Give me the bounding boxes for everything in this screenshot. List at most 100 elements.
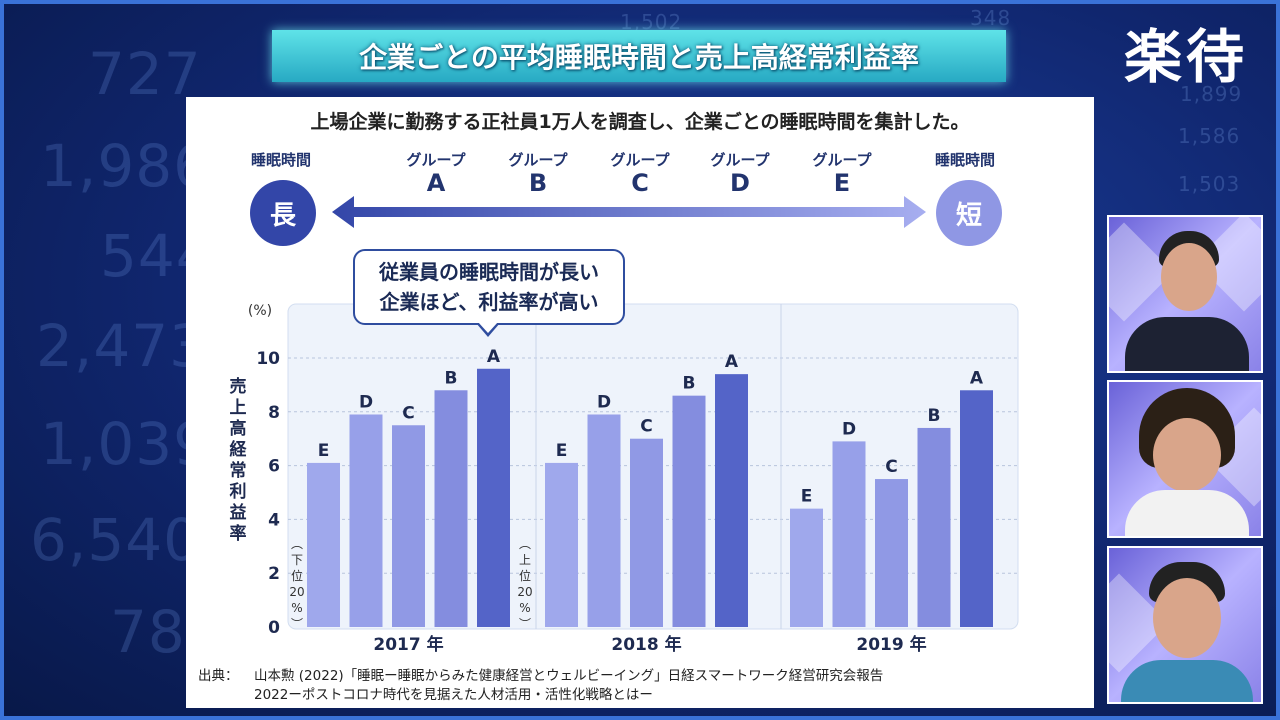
annotation-top-20: 位 (519, 568, 531, 583)
bar-label: A (970, 368, 984, 388)
bar-label: C (640, 417, 652, 437)
bar-d (832, 441, 866, 627)
x-tick-label: 2018 年 (611, 634, 681, 655)
bg-number: 6,540 (30, 506, 202, 574)
y-axis-label-char: 経 (230, 439, 248, 460)
annotation-bottom-20: 20 (289, 585, 304, 599)
bg-number: 2,473 (36, 312, 208, 380)
sleep-arrow (332, 196, 926, 228)
annotation-top-20: ︶ (519, 617, 531, 631)
callout-line-1: 従業員の睡眠時間が長い (379, 260, 599, 284)
y-tick-label: 4 (268, 510, 280, 530)
bg-number: 1,899 (1180, 82, 1243, 106)
sleep-short-badge: 短 (936, 180, 1002, 246)
y-axis-label-char: 利 (230, 481, 247, 502)
x-tick-label: 2019 年 (856, 634, 926, 655)
annotation-top-20: 20 (517, 585, 532, 599)
bar-label: E (318, 441, 330, 461)
y-axis-label-char: 上 (230, 398, 247, 418)
group-word-d: グループ (710, 151, 770, 169)
bar-c (392, 425, 425, 627)
bar-d (587, 414, 621, 627)
x-tick-label: 2017 年 (373, 634, 443, 655)
bar-e (790, 508, 823, 627)
group-word-a: グループ (406, 151, 466, 169)
annotation-bottom-20: 下 (291, 553, 303, 567)
bg-number: 1,039 (40, 410, 212, 478)
bar-a (477, 368, 510, 627)
y-axis-label-char: 益 (230, 502, 247, 523)
bar-label: D (842, 419, 856, 439)
bar-label: B (445, 368, 458, 388)
bar-label: C (885, 457, 897, 477)
annotation-bottom-20: 位 (291, 568, 303, 583)
y-tick-label: 8 (268, 403, 280, 423)
group-letter-e: E (833, 169, 851, 197)
group-letter-b: B (528, 169, 548, 197)
participant-video-1 (1107, 215, 1263, 373)
bar-a (960, 390, 993, 627)
bar-label: B (683, 374, 696, 394)
page-title: 企業ごとの平均睡眠時間と売上高経常利益率 (359, 41, 919, 74)
source-label: 出典： (198, 668, 239, 684)
bar-b (917, 427, 951, 627)
annotation-top-20: ︵ (519, 537, 531, 551)
bar-label: D (597, 392, 611, 412)
source-line-2: 2022ーポストコロナ時代を見据えた人材活用・活性化戦略とはー (254, 687, 653, 703)
annotation-bottom-20: ︵ (291, 537, 303, 551)
sleep-long-label: 睡眠時間 (250, 151, 311, 169)
y-tick-label: 0 (268, 618, 280, 638)
source-line-1: 山本勲 (2022)「睡眠ー睡眠からみた健康経営とウェルビーイング」日経スマート… (254, 668, 884, 684)
callout-box: 従業員の睡眠時間が長い 企業ほど、利益率が高い (353, 249, 625, 325)
chart-subtitle: 上場企業に勤務する正社員1万人を調査し、企業ごとの睡眠時間を集計した。 (310, 111, 970, 133)
bg-number: 1,986 (40, 132, 212, 200)
participant-video-2 (1107, 380, 1263, 538)
bar-label: B (928, 406, 941, 426)
sleep-long-badge: 長 (250, 180, 316, 246)
bar-label: C (402, 403, 414, 423)
callout-tail-fill (478, 322, 498, 333)
source-note: 出典： 山本勲 (2022)「睡眠ー睡眠からみた健康経営とウェルビーイング」日経ス… (198, 667, 883, 705)
bar-d (349, 414, 383, 627)
bar-a (715, 374, 748, 627)
bar-c (630, 438, 663, 627)
y-axis-label-char: 高 (230, 418, 247, 439)
y-axis-label-char: 常 (230, 460, 247, 481)
group-letter-c: C (631, 169, 649, 197)
y-tick-label: 10 (256, 349, 280, 369)
annotation-top-20: % (519, 601, 530, 615)
y-tick-label: 2 (268, 564, 280, 584)
y-axis-label-char: 売 (230, 376, 247, 397)
y-axis-label-char: 率 (230, 523, 247, 544)
annotation-bottom-20: ︶ (291, 617, 303, 631)
bar-label: E (556, 441, 568, 461)
y-unit-label: (%) (248, 303, 272, 319)
bar-c (875, 479, 908, 627)
bar-label: A (725, 352, 739, 372)
bar-e (307, 462, 340, 627)
chart-panel: 上場企業に勤務する正社員1万人を調査し、企業ごとの睡眠時間を集計した。 睡眠時間… (186, 97, 1094, 708)
bg-number: 348 (970, 6, 1012, 30)
channel-logo: 楽待 (1124, 23, 1249, 91)
annotation-bottom-20: % (291, 601, 302, 615)
bar-b (434, 390, 468, 627)
group-word-b: グループ (508, 151, 568, 169)
group-letter-d: D (730, 169, 750, 197)
y-tick-label: 6 (268, 457, 280, 477)
annotation-top-20: 上 (519, 553, 531, 567)
group-word-e: グループ (812, 151, 872, 169)
bar-label: E (801, 487, 813, 507)
bar-label: D (359, 392, 373, 412)
bar-b (672, 395, 706, 627)
title-banner: 企業ごとの平均睡眠時間と売上高経常利益率 (272, 30, 1006, 82)
group-letter-a: A (426, 169, 446, 197)
group-word-c: グループ (610, 151, 670, 169)
participant-video-3 (1107, 546, 1263, 704)
bg-number: 727 (88, 40, 202, 108)
bar-e (545, 462, 578, 627)
callout-line-2: 企業ほど、利益率が高い (379, 290, 599, 314)
bg-number: 1,503 (1178, 172, 1241, 196)
sleep-short-label: 睡眠時間 (934, 151, 995, 169)
bar-label: A (487, 347, 501, 367)
